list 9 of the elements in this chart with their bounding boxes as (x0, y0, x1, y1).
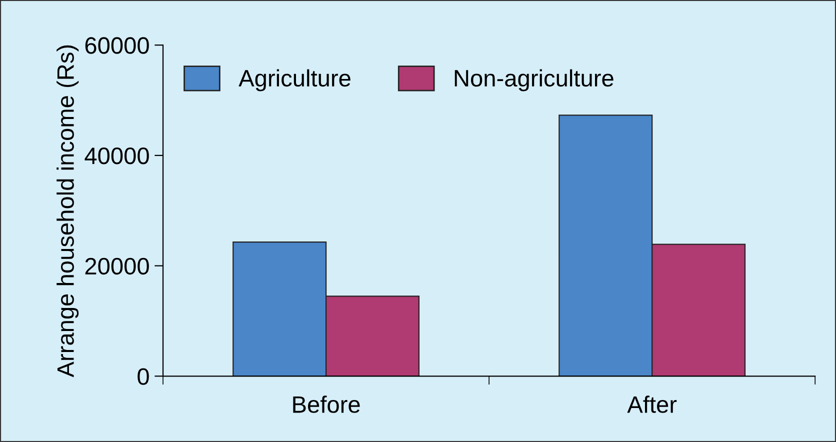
y-tick-label: 20000 (85, 258, 149, 275)
x-tick-label: After (627, 396, 677, 413)
legend-label: Non-agriculture (454, 69, 614, 92)
legend-label: Agriculture (238, 69, 350, 92)
x-tick-label: Before (293, 396, 360, 413)
y-tick-label: 40000 (84, 148, 149, 164)
y-tick-label: 0 (138, 368, 149, 385)
y-tick-label: 60000 (85, 37, 149, 54)
y-axis-title: Arrange household income (Rs) (56, 45, 79, 378)
